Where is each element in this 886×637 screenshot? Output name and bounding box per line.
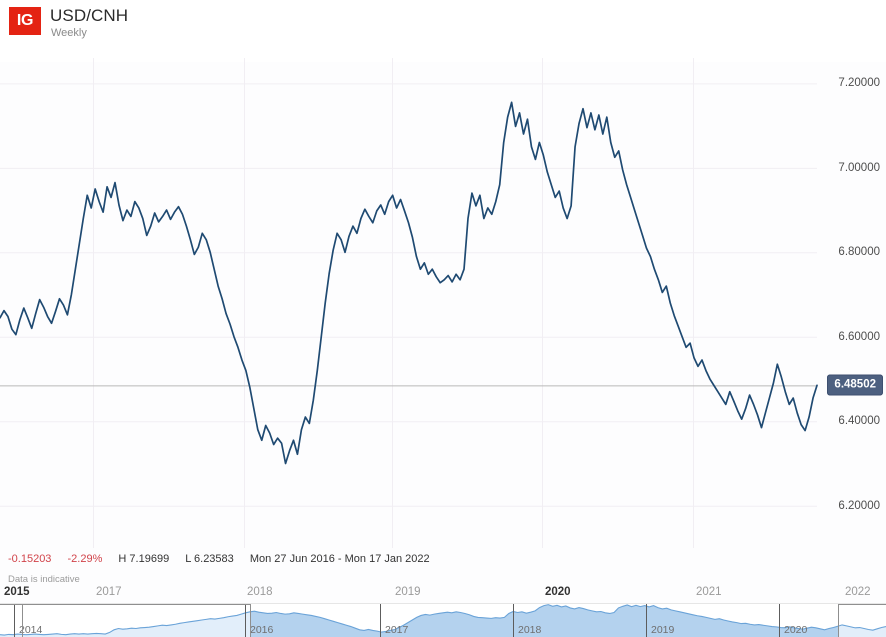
price-line-series bbox=[0, 101, 818, 465]
x-axis-tick: 2018 bbox=[247, 586, 273, 598]
navigator-tick: 2016 bbox=[250, 624, 274, 636]
navigator-tick: 2019 bbox=[651, 624, 675, 636]
plot-area[interactable] bbox=[0, 58, 818, 548]
period-high: H 7.19699 bbox=[118, 553, 170, 565]
data-disclaimer: Data is indicative bbox=[8, 574, 80, 585]
x-axis-tick: 2020 bbox=[545, 586, 571, 598]
current-price-badge: 6.48502 bbox=[827, 374, 883, 396]
price-change-percent: -2.29% bbox=[67, 553, 103, 565]
chart-gridlines bbox=[0, 58, 817, 548]
y-axis-tick: 6.40000 bbox=[838, 415, 880, 428]
navigator-tick: 2018 bbox=[518, 624, 542, 636]
ig-logo: IG bbox=[9, 7, 41, 35]
navigator-handle-left[interactable] bbox=[250, 604, 251, 637]
period-low: L 6.23583 bbox=[185, 553, 234, 565]
x-axis[interactable]: 2015 2017 2018 2019 2020 2021 2022 bbox=[0, 586, 886, 602]
price-change: -0.15203 bbox=[8, 553, 52, 565]
y-axis-tick: 7.20000 bbox=[838, 77, 880, 90]
y-axis-tick: 7.00000 bbox=[838, 161, 880, 174]
navigator-tick: 2017 bbox=[385, 624, 409, 636]
date-range: Mon 27 Jun 2016 - Mon 17 Jan 2022 bbox=[249, 553, 430, 565]
x-axis-tick: 2021 bbox=[696, 586, 722, 598]
navigator-tick: 2020 bbox=[784, 624, 808, 636]
y-axis-tick: 6.60000 bbox=[838, 330, 880, 343]
instrument-title: USD/CNH bbox=[50, 6, 129, 25]
timeframe-label: Weekly bbox=[51, 27, 87, 39]
navigator-frame-edge bbox=[22, 604, 23, 637]
navigator-overview-series bbox=[0, 604, 886, 637]
y-axis-tick: 6.20000 bbox=[838, 499, 880, 512]
navigator-frame-left bbox=[0, 604, 250, 605]
navigator-frame-right bbox=[838, 604, 886, 605]
quote-info-bar: -0.15203 -2.29% H 7.19699 L 6.23583 Mon … bbox=[8, 553, 443, 565]
navigator-tick: 2014 bbox=[19, 624, 43, 636]
x-axis-tick: 2022 bbox=[845, 586, 871, 598]
navigator-handle-right[interactable] bbox=[838, 604, 839, 637]
chart-header: IG USD/CNH Weekly bbox=[0, 0, 886, 62]
y-axis-tick: 6.80000 bbox=[838, 246, 880, 259]
x-axis-tick: 2017 bbox=[96, 586, 122, 598]
x-axis-tick: 2019 bbox=[395, 586, 421, 598]
chart-navigator[interactable]: 2014 2016 2017 2018 2019 2020 bbox=[0, 603, 886, 637]
y-axis[interactable]: 7.20000 7.00000 6.80000 6.60000 6.40000 6.200… bbox=[817, 58, 886, 548]
x-axis-tick: 2015 bbox=[4, 586, 30, 598]
